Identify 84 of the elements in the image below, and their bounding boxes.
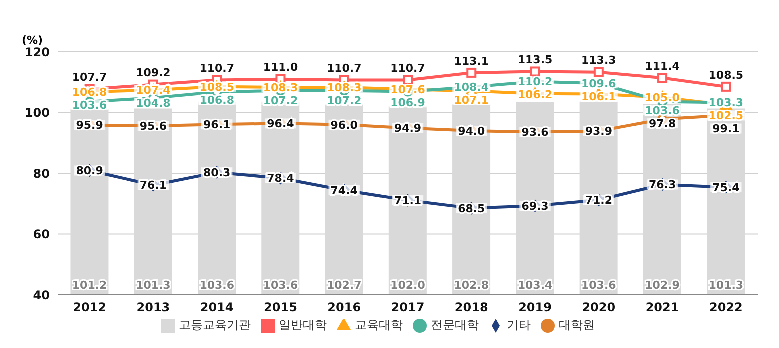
data-label: 103.6	[645, 104, 680, 118]
data-label: 107.2	[263, 94, 298, 108]
legend-label: 일반대학	[279, 318, 327, 332]
point	[594, 67, 604, 78]
data-label: 107.4	[136, 84, 172, 98]
data-label: 103.6	[582, 278, 617, 292]
data-label: 97.8	[648, 117, 676, 130]
data-label: 108.4	[454, 81, 490, 94]
data-label: 107.6	[390, 84, 426, 97]
point	[530, 66, 540, 77]
point	[466, 68, 477, 78]
data-label: 94.9	[394, 122, 422, 136]
data-label: 110.2	[518, 76, 553, 89]
y-tick-label: 120	[24, 45, 50, 60]
y-tick-label: 40	[33, 288, 50, 302]
data-label: 109.6	[582, 77, 617, 90]
point	[658, 73, 668, 84]
legend-label: 대학원	[559, 318, 595, 332]
y-tick-label: 60	[33, 228, 50, 242]
x-tick-label: 2018	[454, 300, 488, 315]
x-tick-label: 2017	[391, 300, 425, 315]
data-label: 110.7	[390, 62, 426, 76]
data-label: 106.9	[390, 96, 426, 110]
data-label: 102.9	[645, 278, 680, 292]
x-tick-label: 2019	[518, 300, 552, 315]
data-label: 111.0	[263, 61, 298, 74]
legend-label: 고등교육기관	[179, 318, 251, 332]
data-label: 110.7	[326, 62, 362, 76]
data-label: 103.6	[263, 278, 298, 292]
point	[403, 75, 413, 86]
data-label: 109.2	[136, 66, 171, 80]
data-label: 108.3	[263, 81, 298, 94]
data-label: 95.6	[140, 120, 168, 133]
y-tick-label: 100	[24, 106, 50, 120]
data-label: 95.9	[76, 119, 104, 132]
x-tick-label: 2015	[264, 300, 298, 315]
data-label: 107.1	[454, 94, 490, 108]
data-label: 94.0	[458, 124, 486, 138]
y-axis-title: (%)	[22, 34, 44, 47]
data-label: 113.5	[518, 54, 553, 67]
data-label: 105.0	[645, 91, 680, 104]
legend-label: 기타	[507, 318, 531, 332]
data-label: 111.4	[645, 60, 680, 73]
data-label: 108.3	[326, 81, 362, 94]
x-tick-label: 2016	[328, 300, 362, 315]
data-label: 96.4	[267, 118, 295, 131]
x-tick-label: 2012	[73, 300, 107, 315]
data-label: 107.7	[72, 71, 108, 84]
data-label: 106.2	[518, 88, 553, 102]
data-label: 96.0	[330, 118, 358, 132]
data-label: 96.1	[204, 118, 231, 132]
legend-label: 전문대학	[431, 318, 479, 332]
data-label: 103.4	[518, 278, 554, 292]
data-label: 101.3	[136, 278, 171, 292]
x-tick-label: 2014	[200, 300, 234, 315]
data-label: 108.5	[708, 68, 744, 82]
data-label: 113.1	[454, 54, 490, 68]
data-label: 110.7	[200, 62, 234, 76]
data-label: 104.8	[136, 97, 171, 110]
data-label: 108.5	[200, 80, 234, 94]
data-label: 113.3	[582, 54, 616, 68]
legend-label: 교육대학	[355, 318, 403, 332]
x-tick-label: 2021	[646, 300, 680, 315]
data-label: 103.6	[200, 278, 235, 292]
data-label: 103.3	[708, 96, 744, 110]
data-label: 93.6	[522, 126, 550, 140]
data-label: 102.7	[326, 278, 362, 292]
x-tick-label: 2022	[709, 300, 743, 315]
data-label: 106.8	[72, 86, 108, 99]
data-label: 101.3	[708, 278, 744, 292]
data-label: 103.6	[72, 98, 108, 112]
x-tick-label: 2013	[136, 300, 170, 315]
data-label: 93.9	[585, 125, 612, 138]
x-tick-label: 2020	[582, 300, 616, 315]
data-label: 106.8	[200, 94, 234, 107]
data-label: 99.1	[712, 122, 740, 136]
data-label: 107.2	[326, 94, 362, 108]
data-label: 101.2	[72, 278, 108, 292]
data-label: 102.0	[390, 278, 426, 292]
point	[721, 82, 732, 92]
y-tick-label: 80	[33, 166, 50, 181]
data-label: 102.5	[708, 110, 744, 123]
data-label: 106.1	[582, 90, 616, 104]
data-label: 102.8	[454, 278, 490, 292]
